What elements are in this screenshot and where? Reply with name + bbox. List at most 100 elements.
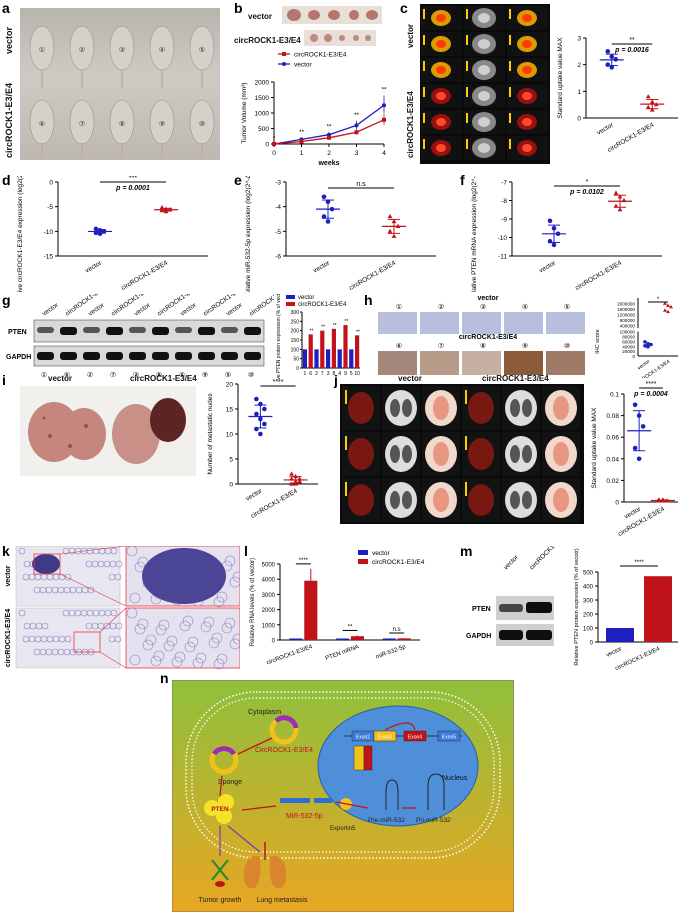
a-mouse-id: ③	[119, 46, 125, 54]
c-row-label-vector: vector	[406, 23, 415, 48]
alveolus-zoom	[221, 622, 233, 634]
bar	[304, 580, 318, 640]
a-mouse-id: ④	[159, 46, 165, 54]
h-id: ⑤	[564, 303, 570, 311]
scale-bar	[423, 87, 425, 97]
pet-signal	[468, 438, 494, 470]
data-point	[101, 229, 107, 234]
p-value: p = 0.0001	[115, 185, 150, 192]
alveolus-zoom	[216, 591, 228, 603]
bar	[320, 330, 325, 368]
sig-stars: *	[657, 297, 660, 303]
blot-label: GAPDH	[6, 354, 31, 361]
bar	[326, 349, 331, 368]
label-sponge: Sponge	[218, 779, 242, 786]
sig-stars: ****	[634, 560, 644, 566]
data-point	[555, 231, 561, 237]
sig-stars: **	[310, 328, 314, 334]
pet-signal	[348, 392, 374, 424]
scale-bar	[509, 87, 511, 97]
arrow	[237, 737, 273, 755]
y-tick-label: 250	[291, 319, 300, 325]
pet-core	[436, 144, 446, 152]
data-point	[669, 304, 673, 309]
ct-bone	[478, 13, 490, 23]
y-tick-label: 400	[583, 585, 594, 591]
label-pten: PTEN	[211, 806, 229, 813]
ct-lung	[522, 491, 532, 509]
alveolus-zoom	[126, 546, 138, 557]
data-point	[254, 411, 259, 417]
scale-bar	[509, 35, 511, 45]
x-tick-label: 5	[350, 371, 353, 377]
pten-protein	[218, 794, 234, 810]
x-tick-label: vector	[637, 359, 652, 372]
inhibit-line	[241, 805, 277, 811]
band-pten	[499, 604, 523, 612]
y-tick-label: 2000000	[617, 301, 635, 306]
panel-label-k: k	[2, 543, 10, 559]
exon-4	[403, 730, 427, 742]
pet-core	[522, 92, 532, 100]
a-mouse-id: ⑨	[159, 120, 165, 128]
blot-gapdh	[496, 624, 554, 646]
p-value: p = 0.0004	[633, 391, 668, 398]
x-tick-label: vector	[538, 259, 558, 274]
ct-body	[505, 390, 537, 426]
exon-label: Exon5	[442, 735, 456, 741]
y-tick-label: 400000	[620, 323, 636, 328]
band-pten	[175, 327, 192, 333]
y-axis-label: Standard uptake value MAX	[557, 37, 564, 119]
sig-stars: **	[344, 319, 348, 325]
y-axis-label: Relative PTEN protein expression (% of v…	[276, 294, 282, 380]
y-tick-label: 50	[293, 357, 299, 363]
scale-bar	[345, 390, 347, 404]
scale-bar	[466, 139, 468, 149]
legend-label: vector	[372, 550, 391, 557]
data-point	[289, 476, 294, 481]
data-point	[293, 481, 298, 486]
lane-id: ⑨	[202, 371, 208, 379]
band-gapdh	[152, 352, 169, 360]
y-tick-label: 20000	[622, 349, 635, 354]
pet-core	[436, 92, 446, 100]
data-point	[321, 214, 327, 219]
x-tick-label: 0	[272, 150, 276, 157]
alveolus	[22, 635, 30, 643]
band-pten	[152, 327, 169, 335]
chart-l: 0 1000 2000 3000 4000 5000 **** circROCK1-E3/E4…	[250, 550, 425, 666]
bar	[644, 576, 672, 642]
bar	[336, 638, 350, 640]
pet-core	[436, 40, 446, 48]
panel-label-b: b	[234, 0, 243, 16]
alveolus	[18, 547, 26, 555]
scale-bar	[423, 61, 425, 71]
alveolus-zoom	[129, 654, 141, 666]
alveolus	[33, 586, 41, 594]
y-tick-label: 200	[291, 329, 300, 335]
x-tick-label: 1	[304, 371, 307, 377]
legend-swatch	[286, 295, 295, 299]
ct-body	[385, 390, 417, 426]
data-point	[636, 456, 642, 462]
exon-label: Exon2	[356, 735, 370, 741]
pri-hairpin	[427, 773, 445, 810]
scale-bar	[345, 482, 347, 496]
label-cytoplasm: Cytoplasm	[248, 709, 281, 716]
x-tick-label: 8	[333, 371, 336, 377]
fused-signal	[553, 488, 569, 512]
sig-stars: **	[629, 37, 635, 44]
a-mouse-id: ①	[39, 46, 45, 54]
ihc-tile-vector	[504, 312, 543, 334]
alveolus-zoom	[211, 632, 223, 644]
band-pten	[198, 327, 215, 335]
data-point	[664, 498, 670, 503]
ct-bone	[478, 117, 490, 127]
band-gapdh	[83, 352, 100, 360]
ihc-tile-circ	[504, 351, 543, 375]
x-tick-label: 10	[354, 371, 360, 377]
data-point	[258, 416, 263, 422]
pet-signal	[468, 484, 494, 516]
pet-core	[522, 144, 532, 152]
